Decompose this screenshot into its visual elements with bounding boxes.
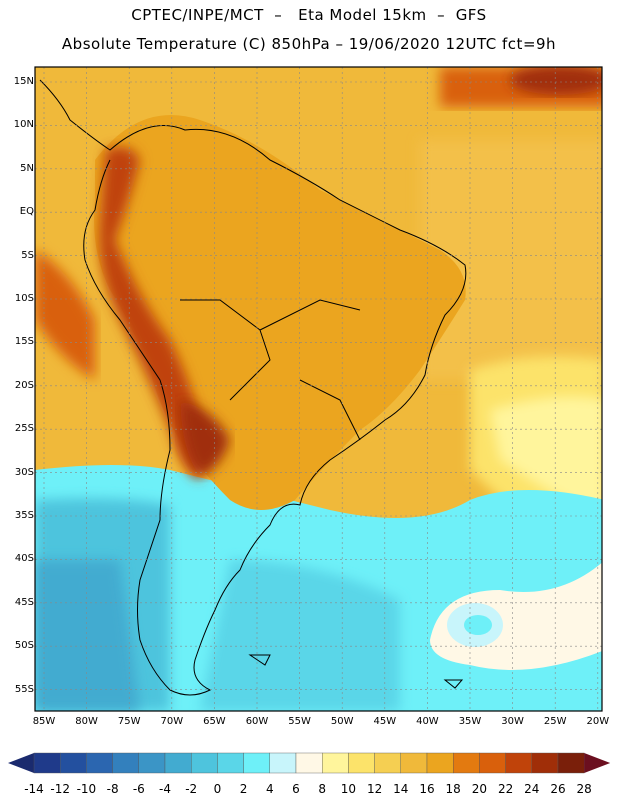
- graticule: [35, 67, 602, 711]
- map-frame: [34, 66, 603, 712]
- colorbar-segment: [400, 752, 428, 774]
- lon-label: 85W: [32, 716, 56, 727]
- colorbar-tick-label: -6: [132, 782, 145, 796]
- colorbar-tick-label: -4: [159, 782, 171, 796]
- colorbar-segment: [269, 752, 297, 774]
- lon-label: 20W: [586, 716, 610, 727]
- lat-label: 50S: [14, 640, 34, 652]
- colorbar-tick-label: 6: [292, 782, 300, 796]
- lon-label: 65W: [203, 716, 226, 727]
- colorbar-tick-label: 4: [265, 782, 274, 796]
- lon-label: 50W: [330, 716, 354, 727]
- colorbar-tick-label: 14: [393, 782, 409, 796]
- chart-title-line2: Absolute Temperature (C) 850hPa – 19/06/…: [61, 35, 557, 53]
- lat-label: 5S: [21, 249, 34, 261]
- lat-label: 45S: [14, 596, 34, 608]
- colorbar-right-arrow: [584, 753, 611, 773]
- colorbar-segment: [164, 752, 192, 774]
- colorbar-segment: [322, 752, 349, 774]
- colorbar-segment: [453, 752, 480, 774]
- colorbar-segment: [112, 752, 139, 774]
- lat-label: 30S: [14, 466, 34, 478]
- colorbar-tick-label: -12: [50, 782, 70, 796]
- lat-label: 15S: [14, 336, 34, 348]
- colorbar-left-arrow: [8, 753, 34, 773]
- lat-label: 20S: [14, 379, 34, 391]
- lon-label: 75W: [117, 716, 141, 727]
- lat-label: 35S: [14, 510, 34, 521]
- colorbar-segment: [348, 752, 375, 774]
- lat-label: 10S: [14, 293, 34, 304]
- colorbar-tick-label: 22: [497, 782, 514, 796]
- colorbar: [8, 752, 611, 774]
- colorbar-tick-label: 24: [524, 782, 540, 796]
- temperature-field: [35, 67, 602, 711]
- lat-label: EQ: [19, 206, 34, 218]
- lon-label: 25W: [543, 716, 567, 727]
- colorbar-tick-label: 10: [340, 782, 357, 796]
- colorbar-tick-label: 0: [213, 782, 222, 796]
- colorbar-tick-label: 26: [550, 782, 566, 796]
- lat-label: 15N: [13, 76, 34, 87]
- colorbar-tick-label: 8: [318, 782, 326, 796]
- colorbar-segment: [374, 752, 402, 774]
- lat-label: 5N: [20, 162, 34, 174]
- lon-label: 35W: [458, 716, 482, 727]
- colorbar-segment: [479, 752, 506, 774]
- colorbar-tick-label: -2: [185, 782, 198, 796]
- colorbar-segment: [33, 752, 61, 774]
- colorbar-tick-label: 2: [239, 782, 248, 796]
- colorbar-tick-label: -8: [106, 782, 119, 796]
- lon-label: 45W: [373, 716, 397, 727]
- colorbar-segment: [531, 752, 559, 774]
- lon-label: 60W: [245, 716, 269, 727]
- lon-label: 70W: [160, 716, 184, 727]
- colorbar-segment: [190, 752, 218, 774]
- colorbar-tick-label: 18: [445, 782, 461, 796]
- colorbar-segment: [60, 752, 87, 774]
- colorbar-tick-label: -10: [76, 782, 97, 796]
- colorbar-segment: [557, 752, 585, 774]
- colorbar-tick-label: 16: [419, 782, 435, 796]
- colorbar-tick-label: 12: [366, 782, 383, 796]
- lat-label: 40S: [14, 553, 34, 565]
- lat-label: 10N: [13, 119, 34, 131]
- lon-label: 80W: [75, 716, 98, 727]
- lon-label: 55W: [288, 716, 311, 727]
- temperature-map: [34, 66, 603, 712]
- colorbar-tick-label: 28: [576, 782, 592, 796]
- lon-label: 40W: [416, 716, 439, 727]
- lat-label: 55S: [14, 683, 34, 695]
- colorbar-segment: [426, 752, 454, 774]
- colorbar-tick-label: 20: [471, 782, 488, 796]
- colorbar-segment: [138, 752, 166, 774]
- colorbar-segment: [295, 752, 323, 774]
- chart-title-line1: CPTEC/INPE/MCT – Eta Model 15km – GFS: [131, 6, 487, 24]
- colorbar-segment: [86, 752, 113, 774]
- colorbar-segment: [243, 752, 271, 774]
- lat-label: 25S: [14, 423, 34, 435]
- colorbar-segment: [505, 752, 533, 774]
- coastline: [39, 79, 467, 696]
- lon-label: 30W: [501, 716, 524, 727]
- colorbar-tick-label: -14: [24, 782, 44, 796]
- colorbar-segment: [217, 752, 244, 774]
